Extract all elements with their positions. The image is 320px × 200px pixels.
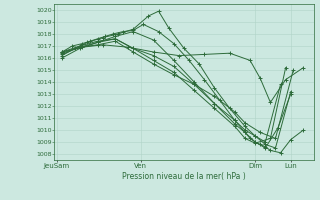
X-axis label: Pression niveau de la mer( hPa ): Pression niveau de la mer( hPa ) <box>122 172 246 181</box>
